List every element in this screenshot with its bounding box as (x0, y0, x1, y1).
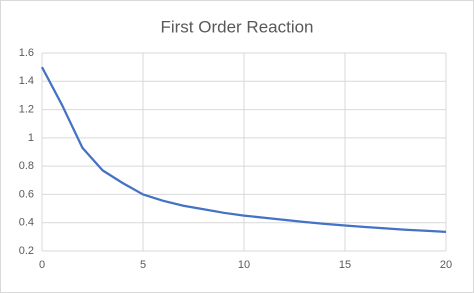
chart-title: First Order Reaction (160, 17, 313, 36)
x-tick-label: 20 (440, 259, 452, 271)
y-tick-label: 0.8 (19, 160, 34, 172)
x-tick-label: 15 (339, 259, 351, 271)
y-tick-label: 0.2 (19, 245, 34, 257)
y-tick-label: 1.6 (19, 47, 34, 59)
x-tick-label: 10 (238, 259, 250, 271)
y-tick-label: 1.4 (19, 75, 34, 87)
data-line (41, 66, 447, 234)
x-tick-label: 5 (140, 259, 146, 271)
y-tick-label: 0.4 (19, 217, 34, 229)
y-tick-label: 0.6 (19, 188, 34, 200)
y-tick-label: 1.2 (19, 103, 34, 115)
x-tick-label: 0 (39, 259, 45, 271)
y-tick-label: 1 (28, 132, 34, 144)
